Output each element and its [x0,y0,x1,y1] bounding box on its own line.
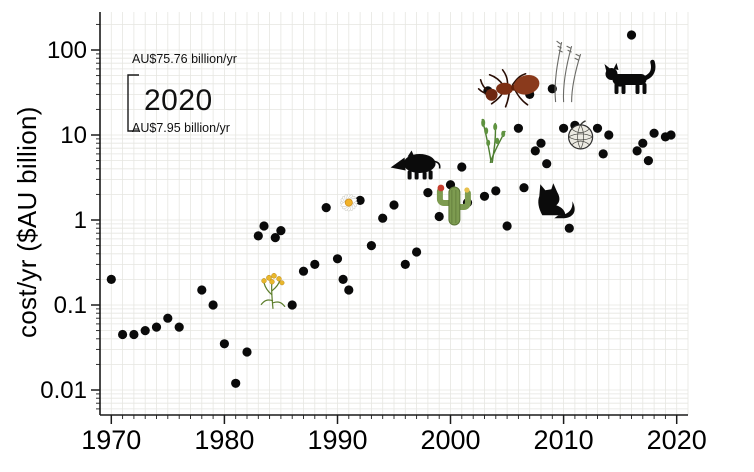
data-point [332,254,343,264]
data-point [649,128,659,138]
x-tick-label: 1980 [194,425,254,455]
fox-icon [538,183,575,219]
data-point [259,221,269,231]
data-point [519,183,529,193]
y-tick-labels: 0.01 0.1 1 10 100 [40,37,87,404]
data-point [344,285,354,295]
data-point [140,326,150,336]
y-tick-label: 0.1 [54,292,87,319]
data-point [253,231,263,241]
x-tick-labels: 1970 1980 1990 2000 2010 2020 [81,425,706,455]
grid-lines [100,12,689,415]
data-point [479,191,490,201]
x-tick-label: 2020 [647,425,707,455]
data-point [298,266,309,276]
data-point [530,146,540,156]
data-point [208,300,218,310]
y-tick-label: 10 [60,122,87,149]
data-point [378,213,388,223]
cat-icon [604,59,656,94]
data-point [321,203,331,213]
data-point [389,200,399,210]
data-point [604,130,614,140]
data-point [118,329,128,340]
data-point [434,211,444,222]
x-ticks [110,415,678,424]
data-point [163,313,173,323]
cactus-icon [436,184,471,226]
y-tick-label: 100 [47,37,87,64]
ant-icon [477,69,540,108]
data-point [412,247,422,257]
data-point [666,130,676,140]
boar-icon [390,150,441,180]
data-point [598,149,608,159]
annotation-year-2020: 2020 [144,84,213,117]
data-point [626,30,637,40]
tansy-flower-icon [260,273,286,309]
data-point [355,195,365,205]
x-tick-label: 1970 [81,425,141,455]
data-point [632,146,642,156]
data-point [242,347,252,357]
data-point [513,123,524,133]
data-point [457,162,467,172]
x-tick-label: 2010 [534,425,594,455]
data-point [643,156,654,166]
data-point [491,186,501,196]
data-point [502,221,512,231]
data-point [151,322,162,332]
melon-icon [567,120,594,150]
data-point [174,322,184,332]
data-point [276,226,286,236]
data-point [559,123,569,133]
y-axis-label: cost/yr ($AU billion) [12,106,42,338]
y-tick-label: 1 [74,207,87,234]
leafy-plant-icon [481,118,506,164]
grass-seeds-icon [554,40,582,103]
y-tick-label: 0.01 [40,377,87,404]
data-point [129,329,139,340]
data-point [338,274,348,284]
data-point [536,138,546,148]
data-point [197,285,207,295]
bracket-2020 [127,74,139,132]
data-point [423,188,433,198]
data-point [366,241,376,251]
annotation-lower-cost: AU$7.95 billion/yr [132,121,230,135]
data-point [592,123,603,133]
data-point [287,300,297,310]
data-point [310,259,320,269]
annotation-upper-cost: AU$75.76 billion/yr [132,52,237,66]
data-point [219,339,229,349]
x-tick-label: 2000 [420,425,480,455]
y-ticks [91,23,100,410]
data-point [542,159,552,169]
data-point [231,378,241,388]
x-tick-label: 1990 [307,425,367,455]
data-point [564,223,574,233]
data-point [106,274,116,284]
data-point [400,259,410,269]
data-point [638,138,648,148]
data-point [270,233,280,243]
daisy-flower-icon [339,193,358,212]
